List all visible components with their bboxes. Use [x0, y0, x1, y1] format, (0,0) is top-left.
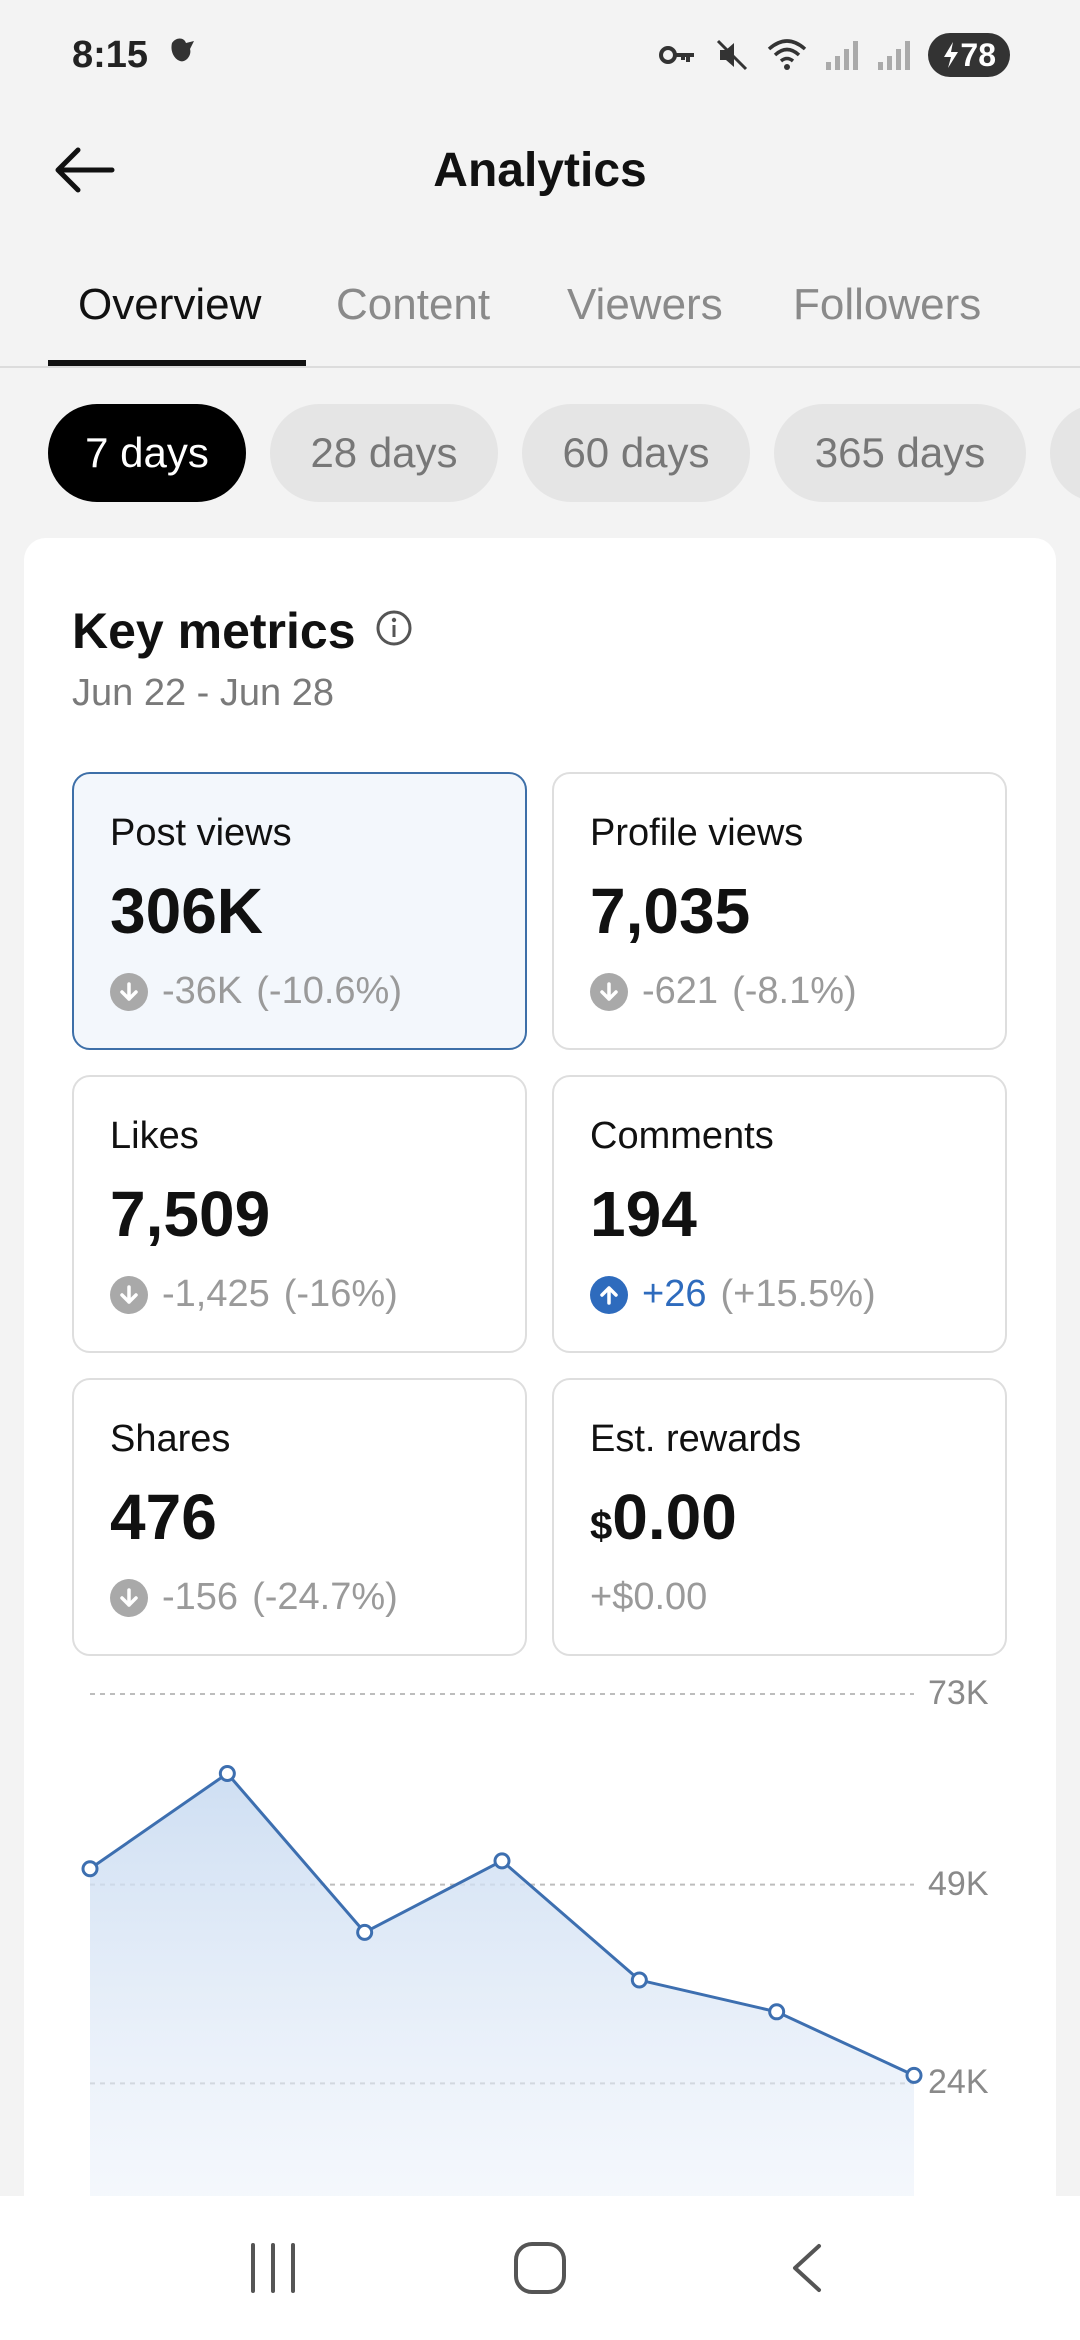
back-button[interactable] [48, 138, 120, 202]
home-icon [513, 2242, 566, 2294]
chart-area [90, 1773, 914, 2274]
arrow-down-icon [110, 972, 148, 1011]
metric-label: Likes [110, 1115, 199, 1157]
metric-change-percent: (-24.7%) [252, 1576, 398, 1618]
metric-label: Comments [590, 1115, 774, 1157]
metric-change: +26 (+15.5%) [590, 1273, 876, 1316]
metric-change-percent: (+15.5%) [720, 1273, 876, 1315]
chip-28-days[interactable]: 28 days [270, 404, 498, 502]
chip-60-days[interactable]: 60 days [522, 404, 750, 502]
key-icon [658, 40, 698, 70]
tab-overview[interactable]: Overview [78, 280, 262, 329]
data-point[interactable] [905, 2066, 923, 2084]
arrow-down-icon [110, 1275, 148, 1314]
metric-card-post-views[interactable]: Post views 306K -36K (-10.6%) [72, 772, 527, 1050]
metric-value: 0.00 [612, 1481, 737, 1553]
metric-value: 476 [110, 1481, 217, 1553]
arrow-down-icon [110, 1578, 148, 1617]
key-metrics-title: Key metrics [72, 603, 356, 659]
metric-change: +$0.00 [590, 1576, 707, 1619]
chevron-left-icon [792, 2244, 821, 2292]
active-tab-indicator [48, 360, 306, 366]
key-metrics-card: Key metrics Jun 22 - Jun 28 Post views 3… [24, 538, 1056, 2278]
chip-365-days[interactable]: 365 days [774, 404, 1026, 502]
currency-symbol: $ [590, 1504, 613, 1548]
metric-change-percent: (-16%) [283, 1273, 398, 1315]
metric-card-profile-views[interactable]: Profile views 7,035 -621 (-8.1%) [552, 772, 1007, 1050]
status-bar: 8:15 78 [0, 0, 1080, 110]
arrow-down-icon [590, 972, 628, 1011]
metric-change-value: -1,425 [162, 1273, 270, 1315]
metric-change-value: +26 [642, 1273, 707, 1315]
chip-7-days[interactable]: 7 days [48, 404, 246, 502]
metric-change-percent: (-10.6%) [256, 970, 402, 1012]
metric-value: 306K [110, 875, 263, 947]
metric-value: 7,509 [110, 1178, 271, 1250]
tab-fade [990, 260, 1080, 366]
data-point[interactable] [356, 1923, 374, 1941]
metric-change-value: -621 [642, 970, 719, 1012]
y-tick-label: 49K [928, 1864, 989, 1903]
metric-card-shares[interactable]: Shares 476 -156 (-24.7%) [72, 1378, 527, 1656]
signal-icon-2 [876, 38, 912, 72]
metric-label: Profile views [590, 812, 804, 854]
data-point[interactable] [81, 1860, 99, 1878]
metric-value: 194 [590, 1178, 697, 1250]
date-range-chips: 7 days 28 days 60 days 365 days [0, 404, 1080, 504]
page-title: Analytics [433, 143, 647, 197]
data-point[interactable] [493, 1852, 511, 1870]
signal-icon [824, 38, 860, 72]
header: Analytics [0, 110, 1080, 230]
system-nav-bar [0, 2196, 1080, 2340]
data-point[interactable] [630, 1971, 648, 1989]
metric-change: -36K (-10.6%) [110, 970, 402, 1013]
key-metrics-heading: Key metrics [72, 602, 414, 660]
y-tick-label: 73K [928, 1674, 989, 1712]
metric-change-value: +$0.00 [590, 1576, 708, 1618]
mute-icon [714, 37, 750, 73]
y-tick-label: 24K [928, 2063, 989, 2102]
metric-change-value: -36K [162, 970, 243, 1012]
recent-apps-icon [251, 2243, 296, 2293]
back-nav-button[interactable] [747, 2218, 867, 2318]
metric-label: Est. rewards [590, 1418, 802, 1460]
recent-apps-button[interactable] [213, 2218, 333, 2318]
metric-change-value: -156 [162, 1576, 239, 1618]
tab-viewers[interactable]: Viewers [567, 280, 723, 329]
date-range-label: Jun 22 - Jun 28 [72, 672, 334, 714]
metric-card-est-rewards[interactable]: Est. rewards $0.00 +$0.00 [552, 1378, 1007, 1656]
metric-change-percent: (-8.1%) [732, 970, 857, 1012]
metric-card-likes[interactable]: Likes 7,509 -1,425 (-16%) [72, 1075, 527, 1353]
arrow-left-icon [55, 147, 115, 193]
metric-change: -621 (-8.1%) [590, 970, 857, 1013]
tab-followers[interactable]: Followers [793, 280, 982, 329]
data-point[interactable] [768, 2003, 786, 2021]
info-icon[interactable] [374, 602, 414, 660]
post-views-chart: 73K 49K 24K [24, 1674, 1056, 2278]
arrow-up-icon [590, 1275, 628, 1314]
home-button[interactable] [480, 2218, 600, 2318]
chart-svg [81, 1693, 923, 2275]
metric-change: -156 (-24.7%) [110, 1576, 398, 1619]
battery-indicator: 78 [928, 33, 1010, 77]
metric-value-wrapper: $0.00 [590, 1480, 737, 1554]
metric-label: Post views [110, 812, 292, 854]
status-time: 8:15 [72, 33, 149, 76]
metric-label: Shares [110, 1418, 231, 1460]
tab-content[interactable]: Content [336, 280, 491, 329]
metric-card-comments[interactable]: Comments 194 +26 (+15.5%) [552, 1075, 1007, 1353]
wifi-icon [766, 37, 808, 73]
chip-more[interactable] [1050, 404, 1080, 502]
metric-value: 7,035 [590, 875, 751, 947]
metric-change: -1,425 (-16%) [110, 1273, 398, 1316]
battery-level: 78 [960, 36, 996, 73]
notification-icon [166, 33, 200, 77]
data-point[interactable] [218, 1764, 236, 1782]
tab-bar: Overview Content Viewers Followers L [0, 260, 1080, 368]
